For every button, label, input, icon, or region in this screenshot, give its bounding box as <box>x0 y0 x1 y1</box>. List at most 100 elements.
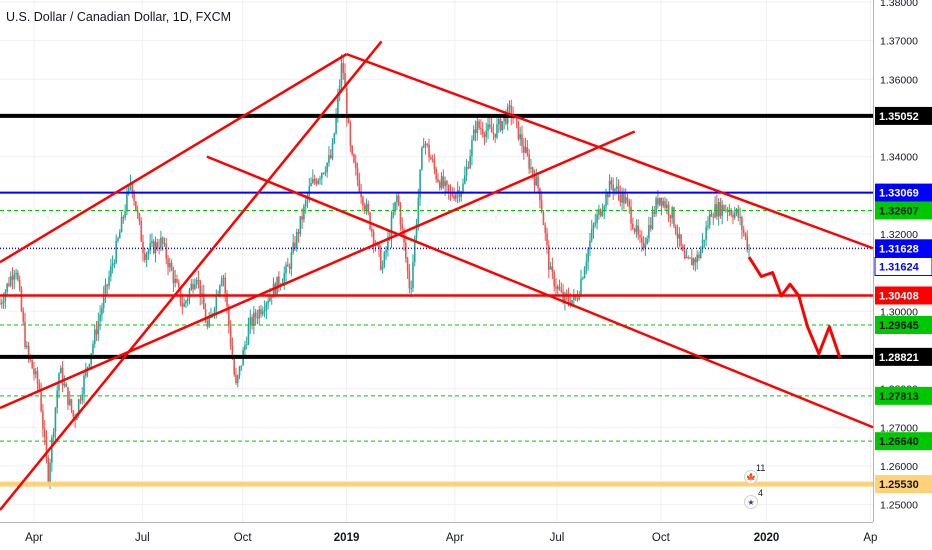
candle-body <box>689 257 691 259</box>
time-tick-label: Oct <box>652 532 671 544</box>
candle-body <box>34 371 37 375</box>
candle-body <box>117 238 119 241</box>
candle-body <box>519 134 522 140</box>
price-tick-label: 1.25000 <box>880 500 918 512</box>
candle-body <box>338 85 341 96</box>
candle-body <box>169 262 171 268</box>
candle-body <box>194 284 196 290</box>
candle-body <box>145 253 148 261</box>
candle-body <box>564 293 566 302</box>
candle-body <box>181 303 184 307</box>
candle-body <box>649 225 652 229</box>
candle-body <box>124 211 126 218</box>
candle-body <box>383 252 386 267</box>
candle-body <box>283 273 286 284</box>
candle-body <box>299 216 302 234</box>
candle-body <box>465 167 468 176</box>
level-badge <box>875 315 932 334</box>
canada-event-count: 11 <box>756 463 766 473</box>
candle-body <box>244 345 246 351</box>
candle-body <box>369 212 371 230</box>
candle-body <box>494 133 496 138</box>
candle-body <box>406 258 409 271</box>
candle-body <box>245 344 248 346</box>
candle-body <box>192 283 194 290</box>
candle-body <box>151 241 153 244</box>
level-badge-label: 1.29645 <box>879 320 919 332</box>
level-badge <box>875 347 932 366</box>
candle-body <box>113 262 116 264</box>
candle-body <box>463 175 466 184</box>
candle-body <box>172 270 175 284</box>
candle-body <box>344 72 346 88</box>
candle-body <box>599 209 602 216</box>
price-tick-label: 1.34000 <box>880 152 918 164</box>
candle-body <box>598 209 600 215</box>
candle-body <box>122 217 125 219</box>
candle-body <box>437 179 439 182</box>
candle-body <box>101 307 103 315</box>
candle-body <box>651 211 654 229</box>
candle-body <box>95 329 98 335</box>
candle-body <box>521 134 523 146</box>
candle-body <box>515 117 518 121</box>
candle-body <box>222 277 225 279</box>
candle-body <box>435 169 437 180</box>
candle-body <box>717 201 720 217</box>
candle-body <box>676 233 679 239</box>
level-badge-label: 1.30408 <box>879 290 919 302</box>
candle-body <box>530 167 532 169</box>
candle-body <box>308 186 311 196</box>
candle-body <box>226 293 228 307</box>
candle-body <box>744 233 747 237</box>
candle-body <box>61 367 64 386</box>
candle-body <box>258 309 261 319</box>
candle-body <box>312 178 314 184</box>
candle-body <box>390 216 393 239</box>
candle-body <box>662 201 665 206</box>
candle-body <box>310 183 312 187</box>
time-tick-label: Jul <box>135 532 150 544</box>
candle-body <box>526 147 529 155</box>
candle-body <box>358 179 361 192</box>
level-badge-label: 1.27813 <box>879 391 919 403</box>
candle-body <box>372 231 375 245</box>
candle-body <box>421 147 423 170</box>
candle-body <box>20 289 23 311</box>
candle-body <box>174 278 176 284</box>
candle-body <box>118 232 121 239</box>
candle-body <box>633 228 636 232</box>
candle-body <box>658 197 661 205</box>
candle-body <box>732 214 734 218</box>
time-axis[interactable] <box>0 522 873 550</box>
candle-body <box>86 367 89 369</box>
candle-body <box>499 118 502 131</box>
candle-body <box>692 258 695 266</box>
candle-body <box>26 345 28 347</box>
level-badge <box>875 286 932 305</box>
candle-body <box>349 123 352 146</box>
candle-body <box>748 249 750 251</box>
candle-body <box>669 215 672 219</box>
candle-body <box>628 200 631 207</box>
candle-body <box>701 239 704 249</box>
candle-body <box>644 243 647 249</box>
candle-body <box>235 374 237 384</box>
candle-body <box>624 197 627 204</box>
candle-body <box>594 222 597 225</box>
price-tick-label: 1.27000 <box>880 422 918 434</box>
candle-body <box>719 201 722 216</box>
level-badge-label: 1.28821 <box>879 352 919 364</box>
candles <box>0 54 750 490</box>
candle-body <box>639 234 641 238</box>
candle-body <box>51 437 53 463</box>
candle-body <box>156 242 159 248</box>
usa-flag-icon[interactable]: ★ <box>744 495 758 509</box>
candle-body <box>553 272 555 287</box>
candle-body <box>38 383 41 390</box>
candle-body <box>213 309 216 314</box>
canada-flag-icon[interactable]: 🍁 <box>744 470 758 484</box>
price-tick-label: 1.26000 <box>880 461 918 473</box>
candle-body <box>707 225 709 227</box>
